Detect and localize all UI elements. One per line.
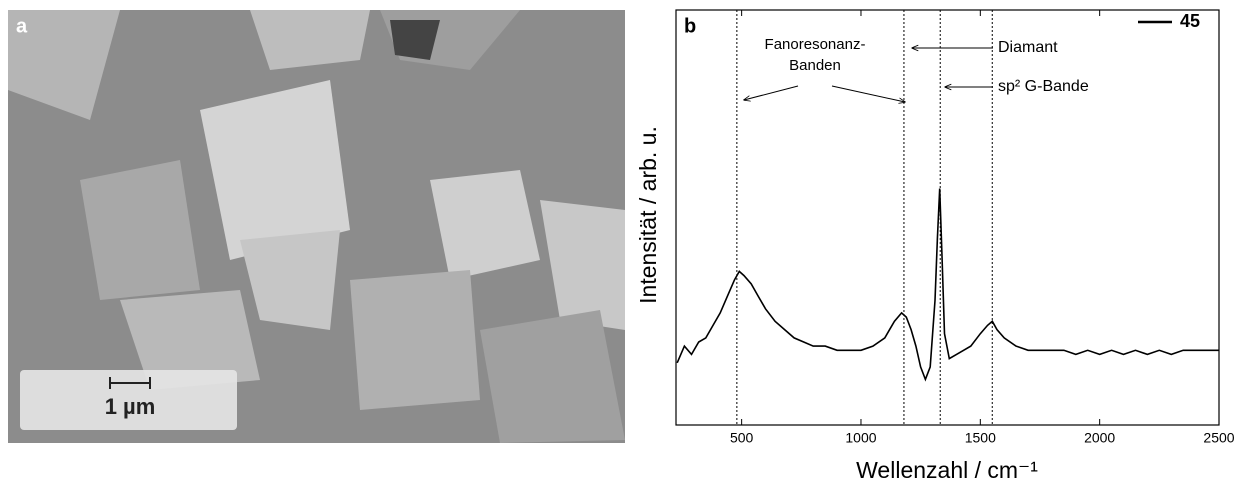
plot-frame	[675, 9, 1220, 426]
x-tick-label: 500	[730, 430, 754, 446]
x-tick-label: 1000	[845, 430, 876, 446]
y-axis-label: Intensität / arb. u.	[635, 126, 661, 304]
annotation: Fanoresonanz-	[765, 36, 866, 53]
scale-bar-label: 1 µm	[105, 394, 156, 419]
panel-label: a	[16, 15, 28, 37]
x-tick-label: 2000	[1084, 430, 1115, 446]
arrow	[744, 85, 799, 100]
annotation: sp² G-Bande	[998, 78, 1089, 95]
x-axis-label: Wellenzahl / cm⁻¹	[856, 457, 1038, 483]
x-tick-label: 1500	[965, 430, 996, 446]
x-tick-label: 2500	[1203, 430, 1234, 446]
arrow	[831, 85, 905, 102]
sem-image: 1 µm a	[8, 10, 625, 443]
spectrum-line	[676, 188, 1219, 382]
annotation: Banden	[789, 57, 841, 74]
legend-label: 45	[1180, 11, 1200, 31]
annotation: Diamant	[998, 39, 1058, 56]
panel-label: b	[684, 15, 696, 37]
